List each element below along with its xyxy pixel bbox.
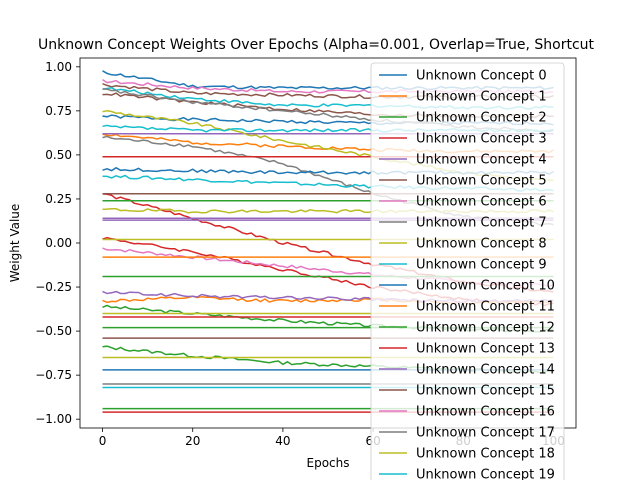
x-tick-label: 0	[99, 434, 107, 448]
x-tick-label: 40	[275, 434, 290, 448]
legend-label: Unknown Concept 12	[416, 321, 555, 336]
legend-label: Unknown Concept 13	[416, 342, 555, 357]
y-tick-label: −1.00	[35, 412, 72, 426]
legend-label: Unknown Concept 17	[416, 426, 555, 441]
legend-label: Unknown Concept 1	[416, 90, 547, 105]
legend-label: Unknown Concept 11	[416, 300, 555, 315]
legend-label: Unknown Concept 4	[416, 153, 547, 168]
legend-label: Unknown Concept 19	[416, 468, 555, 480]
legend-box	[370, 62, 565, 480]
legend-label: Unknown Concept 15	[416, 384, 555, 399]
y-tick-label: −0.25	[35, 280, 72, 294]
y-tick-label: 0.00	[45, 236, 72, 250]
legend-label: Unknown Concept 5	[416, 174, 547, 189]
legend-label: Unknown Concept 18	[416, 447, 555, 462]
legend-label: Unknown Concept 6	[416, 195, 547, 210]
legend-label: Unknown Concept 9	[416, 258, 547, 273]
legend: Unknown Concept 0 Unknown Concept 1 Unknow…	[370, 62, 565, 480]
x-tick-label: 20	[185, 434, 200, 448]
legend-label: Unknown Concept 16	[416, 405, 555, 420]
y-tick-label: 0.75	[45, 104, 72, 118]
y-tick-label: 0.50	[45, 148, 72, 162]
tick-layer: 020406080100−1.00−0.75−0.50−0.250.000.25…	[35, 60, 565, 448]
legend-label: Unknown Concept 14	[416, 363, 555, 378]
legend-label: Unknown Concept 8	[416, 237, 547, 252]
legend-label: Unknown Concept 7	[416, 216, 547, 231]
y-tick-label: 1.00	[45, 60, 72, 74]
y-tick-label: 0.25	[45, 192, 72, 206]
y-tick-label: −0.75	[35, 368, 72, 382]
legend-label: Unknown Concept 2	[416, 111, 547, 126]
legend-label: Unknown Concept 0	[416, 69, 547, 84]
y-tick-label: −0.50	[35, 324, 72, 338]
legend-label: Unknown Concept 10	[416, 279, 555, 294]
legend-label: Unknown Concept 3	[416, 132, 547, 147]
y-axis-label: Weight Value	[8, 204, 22, 283]
chart-title: Unknown Concept Weights Over Epochs (Alp…	[38, 37, 595, 53]
x-axis-label: Epochs	[307, 456, 350, 470]
